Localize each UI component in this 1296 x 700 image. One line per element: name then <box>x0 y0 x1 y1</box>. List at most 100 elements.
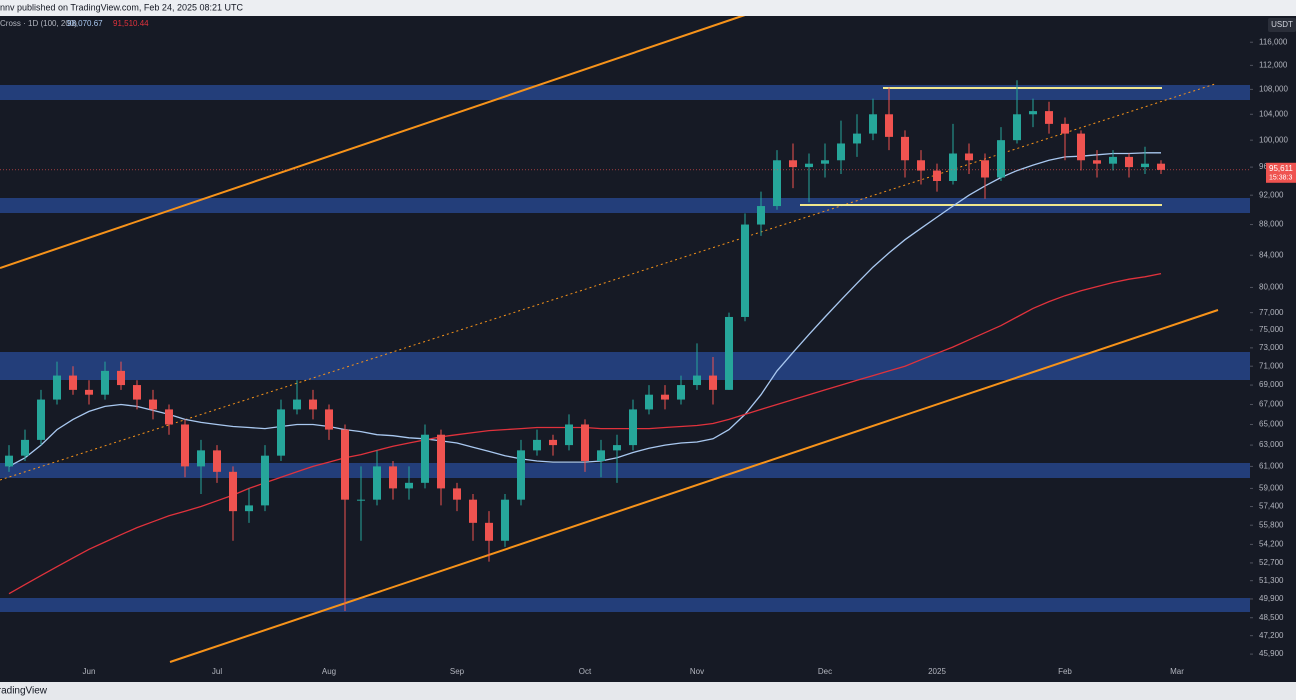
candle-body <box>709 375 717 390</box>
zone <box>0 598 1250 612</box>
y-tick-label: 48,500 <box>1259 613 1284 622</box>
y-tick-label: 61,000 <box>1259 462 1284 471</box>
candle-body <box>853 133 861 144</box>
candle-body <box>629 409 637 446</box>
y-tick-label: 80,000 <box>1259 283 1284 292</box>
candle-body <box>165 409 173 425</box>
currency[interactable]: USDT <box>1271 20 1293 29</box>
candle-body <box>581 424 589 462</box>
candle-body <box>901 136 909 161</box>
y-tick-label: 71,000 <box>1259 361 1284 370</box>
indicator-label: Cross · 1D (100, 200) <box>0 19 77 28</box>
candle-body <box>981 160 989 178</box>
x-tick-label: Aug <box>322 667 336 676</box>
y-tick-label: 51,300 <box>1259 576 1284 585</box>
candle-body <box>21 439 29 456</box>
bottom-bar <box>0 682 1296 700</box>
candle-body <box>1013 114 1021 141</box>
candle-body <box>341 429 349 500</box>
candle-body <box>53 375 61 400</box>
y-tick-label: 88,000 <box>1259 220 1284 229</box>
y-tick-label: 104,000 <box>1259 109 1288 118</box>
x-tick-label: 2025 <box>928 667 946 676</box>
y-tick-label: 108,000 <box>1259 84 1288 93</box>
zone <box>0 352 1250 380</box>
candle-body <box>997 140 1005 178</box>
candle-body <box>645 394 653 410</box>
candle-body <box>1157 163 1165 170</box>
candle-body <box>197 450 205 467</box>
candle-body <box>549 439 557 446</box>
candle-body <box>149 399 157 410</box>
candle-body <box>1077 133 1085 161</box>
candle-body <box>277 409 285 456</box>
candle-body <box>5 455 13 467</box>
y-tick-label: 65,000 <box>1259 420 1284 429</box>
channel-upper <box>0 14 746 269</box>
candle-body <box>725 316 733 390</box>
candle-body <box>693 375 701 386</box>
candle-body <box>565 424 573 446</box>
candle-body <box>181 424 189 467</box>
candle-body <box>501 499 509 541</box>
candle-body <box>613 445 621 451</box>
candle-body <box>229 471 237 512</box>
candle-body <box>933 170 941 182</box>
currency-button[interactable] <box>1268 18 1296 32</box>
candle-body <box>485 522 493 541</box>
y-tick-label: 67,000 <box>1259 400 1284 409</box>
candle-body <box>1109 156 1117 164</box>
x-tick-label: Feb <box>1058 667 1072 676</box>
y-tick-label: 100,000 <box>1259 135 1288 144</box>
candle-body <box>69 375 77 390</box>
y-tick-label: 77,000 <box>1259 308 1284 317</box>
candle-body <box>101 370 109 395</box>
y-tick-label: 116,000 <box>1259 37 1288 46</box>
y-tick-label: 57,400 <box>1259 502 1284 511</box>
candle-body <box>821 160 829 164</box>
y-tick-label: 59,000 <box>1259 484 1284 493</box>
ma-value: 98,070.67 <box>67 19 103 28</box>
candle-body <box>373 466 381 500</box>
x-tick-label: Oct <box>579 667 592 676</box>
candle-body <box>261 455 269 506</box>
candle-body <box>421 434 429 483</box>
last-price: 95,611 <box>1269 164 1293 173</box>
y-tick-label: 49,900 <box>1259 594 1284 603</box>
publisher: nnv published on TradingView.com, Feb 24… <box>0 2 243 12</box>
candle-body <box>949 153 957 182</box>
y-tick-label: 92,000 <box>1259 190 1284 199</box>
y-tick-label: 75,000 <box>1259 325 1284 334</box>
x-tick-label: Jun <box>83 667 96 676</box>
candle-body <box>837 143 845 161</box>
zone <box>0 198 1250 213</box>
x-tick-label: Sep <box>450 667 465 676</box>
candle-body <box>805 163 813 168</box>
candle-body <box>597 450 605 462</box>
y-tick-label: 45,900 <box>1259 649 1284 658</box>
x-tick-label: Mar <box>1170 667 1184 676</box>
candle-body <box>405 482 413 489</box>
x-tick-label: Dec <box>818 667 832 676</box>
candle-body <box>741 224 749 317</box>
candle-body <box>885 114 893 137</box>
candle-body <box>1061 123 1069 134</box>
candle-body <box>85 389 93 395</box>
top-bar <box>0 0 1296 16</box>
y-tick-label: 63,000 <box>1259 440 1284 449</box>
y-tick-label: 55,800 <box>1259 520 1284 529</box>
candle-body <box>965 153 973 161</box>
candle-body <box>917 160 925 171</box>
y-tick-label: 52,700 <box>1259 558 1284 567</box>
candle-body <box>389 466 397 489</box>
candle-body <box>133 385 141 400</box>
candle-body <box>117 370 125 386</box>
y-tick-label: 47,200 <box>1259 631 1284 640</box>
candle-body <box>677 385 685 400</box>
candle-body <box>757 206 765 225</box>
last-price-badge <box>1266 162 1296 183</box>
candle-body <box>213 450 221 472</box>
y-tick-label: 112,000 <box>1259 60 1288 69</box>
